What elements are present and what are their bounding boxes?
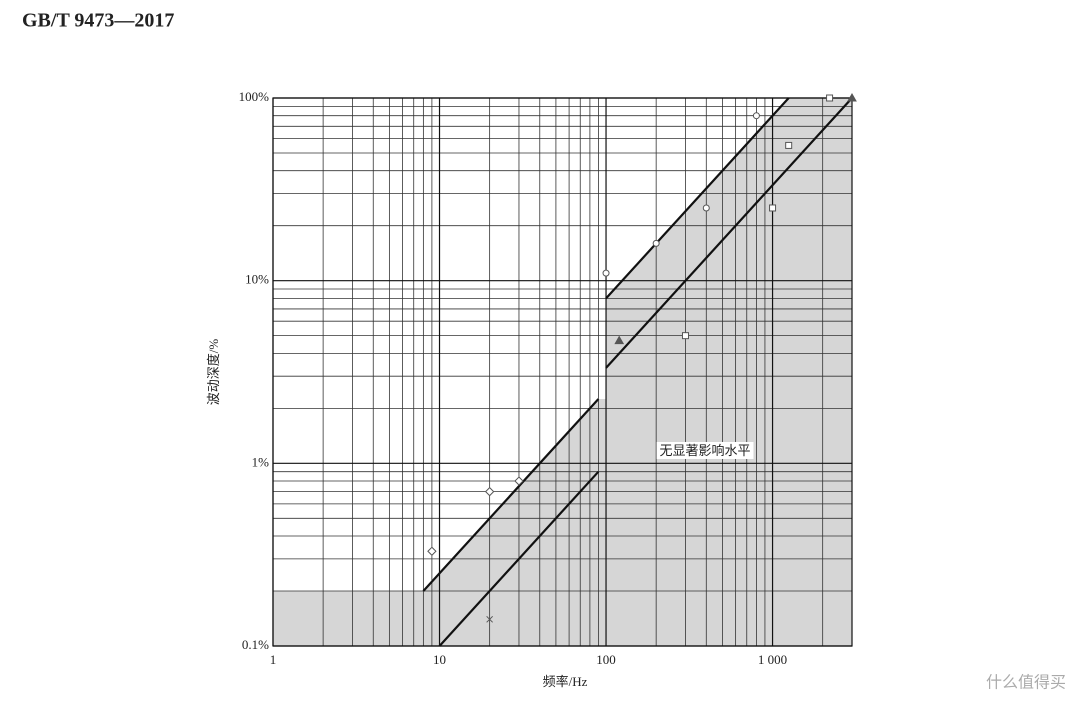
annotation: 无显著影响水平 <box>659 443 750 458</box>
marker <box>847 92 857 102</box>
shaded-region <box>273 98 852 646</box>
plot-frame <box>272 97 853 647</box>
limit-line <box>438 470 600 647</box>
y-tick-label: 10% <box>245 272 269 287</box>
x-tick-label: 100 <box>596 652 616 667</box>
marker <box>486 615 493 623</box>
y-axis-label: 波动深度/% <box>206 339 221 406</box>
marker <box>484 486 495 497</box>
x-tick-label: 1 <box>270 652 277 667</box>
marker <box>752 112 760 120</box>
marker <box>614 335 625 345</box>
limit-line <box>605 97 790 300</box>
y-tick-label: 100% <box>239 89 270 104</box>
annotation-bg <box>656 441 754 459</box>
marker <box>826 94 834 102</box>
header: GB/T 9473—2017 <box>22 10 174 32</box>
marker <box>681 332 689 340</box>
y-tick-label: 1% <box>252 454 270 469</box>
x-tick-label: 1 000 <box>758 652 787 667</box>
marker <box>602 269 610 277</box>
marker <box>702 204 710 212</box>
limit-line <box>605 97 853 369</box>
limit-line <box>422 398 600 592</box>
x-tick-label: 10 <box>433 652 446 667</box>
y-tick-label: 0.1% <box>242 637 269 652</box>
marker <box>785 141 793 149</box>
marker <box>514 476 524 486</box>
marker <box>652 239 660 247</box>
marker <box>769 204 777 212</box>
marker <box>427 546 437 556</box>
x-axis-label: 频率/Hz <box>543 674 588 689</box>
watermark: 什么值得买 <box>986 673 1066 692</box>
